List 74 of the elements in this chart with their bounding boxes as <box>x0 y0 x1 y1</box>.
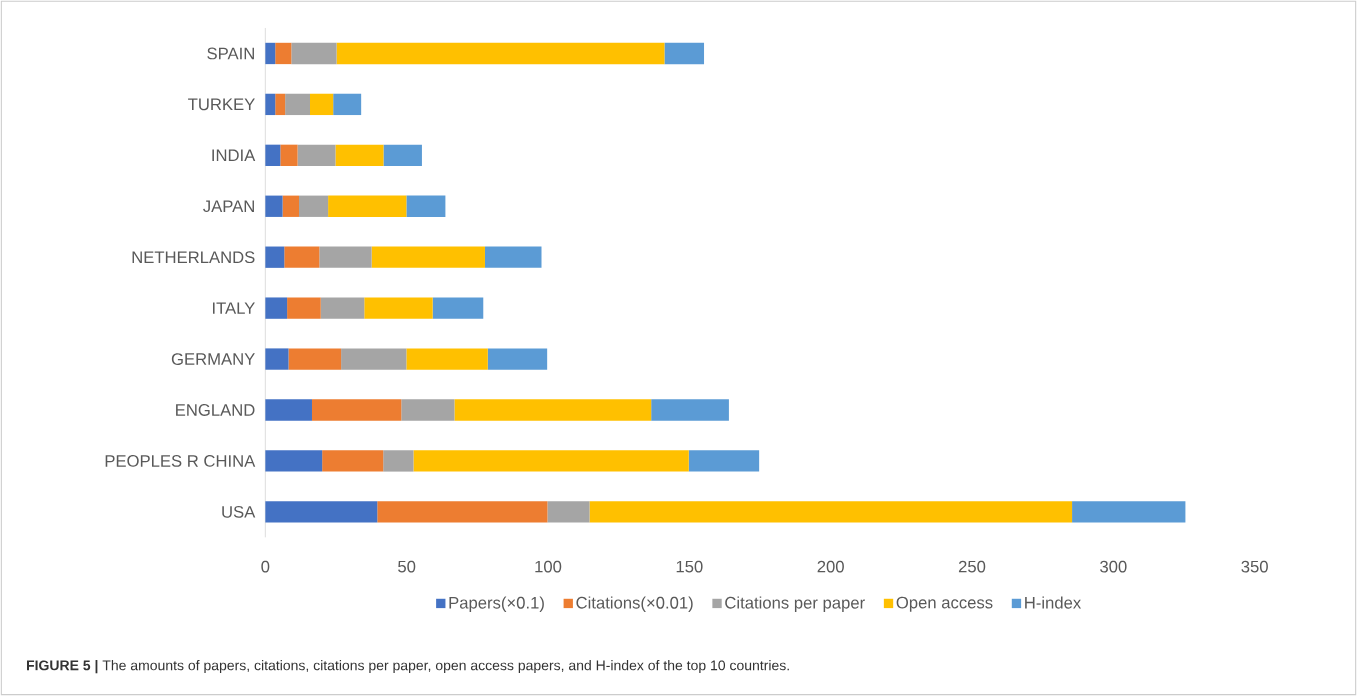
bar <box>664 42 705 65</box>
bar <box>371 246 485 268</box>
bar <box>487 348 548 370</box>
bar <box>364 297 433 319</box>
bar <box>275 93 286 116</box>
bar <box>319 246 372 268</box>
y-tick-label: TURKEY <box>188 98 255 111</box>
legend-label: Papers(×0.1) <box>449 596 544 612</box>
x-tick-label: 150 <box>676 560 703 573</box>
bar <box>454 399 652 421</box>
bar <box>265 93 276 116</box>
y-tick-label: JAPAN <box>203 200 254 213</box>
bar <box>335 144 384 166</box>
bar <box>322 450 384 472</box>
bar <box>265 195 283 217</box>
bar <box>383 450 414 472</box>
x-tick-label: 200 <box>817 560 844 573</box>
bar <box>383 144 422 166</box>
bar <box>265 42 276 65</box>
y-tick-label: ITALY <box>213 302 255 314</box>
bar <box>288 348 342 370</box>
bar <box>298 195 329 217</box>
x-tick-label: 100 <box>535 560 562 573</box>
x-tick-label: 350 <box>1241 560 1268 573</box>
x-tick-label: 300 <box>1100 560 1127 573</box>
text: FIGURE 5 | The amounts of papers, citations, citations per paper, open access papers, and H-index of the top 10 countries. <box>27 660 789 674</box>
legend-label: H-index <box>1025 596 1082 609</box>
bar <box>265 144 281 166</box>
bar <box>336 42 665 65</box>
x-tick-label: 0 <box>261 560 270 573</box>
bar <box>297 144 336 166</box>
y-tick-label: INDIA <box>212 149 256 162</box>
bar <box>432 297 484 319</box>
bar <box>328 195 407 217</box>
bar <box>282 195 299 217</box>
bar <box>377 501 548 523</box>
bar <box>310 93 334 116</box>
bar <box>589 501 1073 523</box>
y-tick-label: ENGLAND <box>176 404 255 416</box>
bar <box>285 93 310 116</box>
bar <box>275 42 292 65</box>
x-tick-label: 250 <box>958 560 986 573</box>
bar <box>265 450 323 472</box>
bar <box>265 297 288 319</box>
y-tick-label: GERMANY <box>171 353 255 365</box>
bar <box>265 246 285 268</box>
y-tick-label: PEOPLES R CHINA <box>105 455 256 467</box>
bar <box>311 399 402 421</box>
legend-label: Open access <box>896 596 993 612</box>
bar <box>406 348 488 370</box>
bar <box>287 297 321 319</box>
bar <box>401 399 455 421</box>
bar <box>1072 501 1186 523</box>
bar <box>688 450 760 472</box>
bar <box>291 42 337 65</box>
bar <box>413 450 689 472</box>
bar <box>341 348 407 370</box>
bar <box>484 246 542 268</box>
bar <box>265 399 312 421</box>
bar <box>406 195 446 217</box>
bar <box>280 144 298 166</box>
y-tick-label: USA <box>222 505 256 518</box>
bar <box>284 246 320 268</box>
bar <box>320 297 365 319</box>
bar <box>547 501 590 523</box>
bar <box>651 399 729 421</box>
legend-label: Citations per paper <box>725 596 865 612</box>
y-tick-label: NETHERLANDS <box>132 251 255 264</box>
bar <box>265 501 378 523</box>
x-tick-label: 50 <box>398 560 416 573</box>
y-tick-label: SPAIN <box>207 47 254 60</box>
bar <box>333 93 362 116</box>
legend-label: Citations(×0.01) <box>576 596 693 612</box>
bar <box>265 348 289 370</box>
